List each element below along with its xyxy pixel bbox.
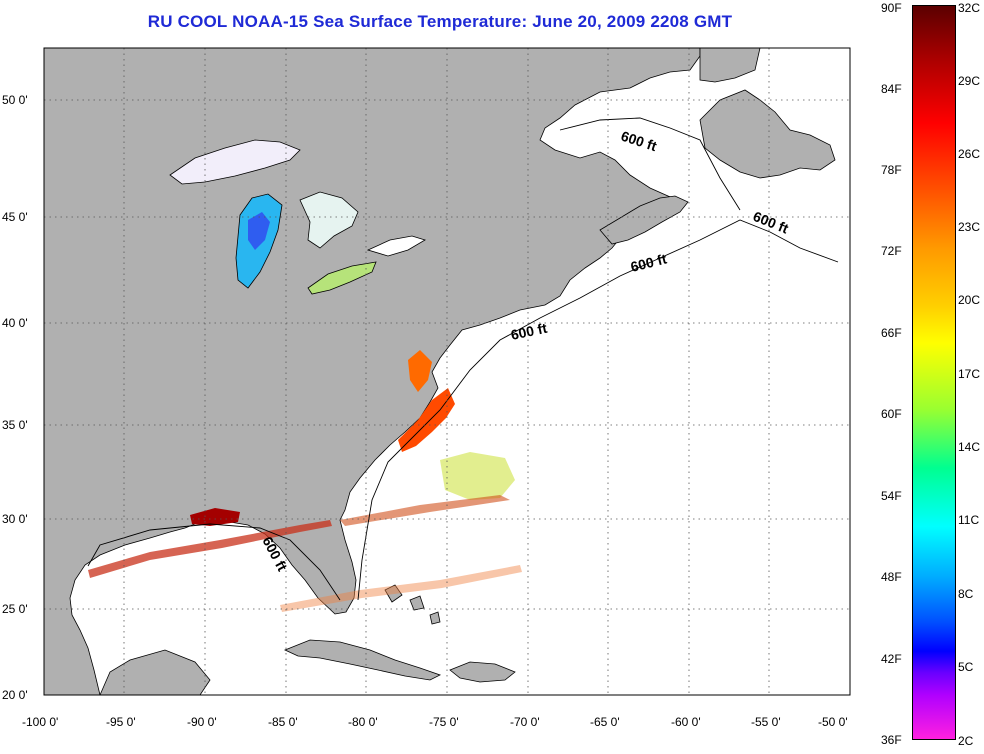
sst-map: 600 ft 600 ft 600 ft 600 ft 600 ft 50 0'… <box>2 47 851 729</box>
colorbar-c-label: 11C <box>958 513 980 527</box>
graticule-layer <box>44 48 850 695</box>
colorbar-f-label: 36F <box>881 733 902 747</box>
land-layer <box>43 47 836 696</box>
colorbar-f-label: 42F <box>881 652 902 666</box>
lon-label: -75 0' <box>429 715 459 729</box>
lon-label: -85 0' <box>268 715 298 729</box>
lat-label: 25 0' <box>2 602 28 616</box>
sst-offshore-green <box>440 452 515 500</box>
lake-michigan-core <box>248 212 270 250</box>
cuba-landmass <box>283 639 442 681</box>
bahamas-landmass <box>384 584 441 625</box>
colorbar-f-label: 84F <box>881 82 902 96</box>
colorbar-c-label: 29C <box>958 74 981 88</box>
sst-data-layer <box>88 350 522 612</box>
lat-label: 20 0' <box>2 688 28 702</box>
newfoundland-landmass <box>699 89 836 179</box>
sst-chesapeake-patch <box>408 350 432 392</box>
lake-huron <box>299 191 359 249</box>
sst-hatteras-patch <box>398 388 455 452</box>
lon-label: -80 0' <box>348 715 378 729</box>
depth-contour-gulf <box>87 523 341 601</box>
lat-label: 45 0' <box>2 210 28 224</box>
depth-contour-atlantic <box>357 219 839 601</box>
sst-gulf-band-1 <box>88 520 332 578</box>
lake-superior <box>169 139 301 185</box>
lon-label: -50 0' <box>818 715 848 729</box>
lat-label: 50 0' <box>2 93 28 107</box>
lon-label: -70 0' <box>510 715 540 729</box>
lon-label: -90 0' <box>187 715 217 729</box>
longitude-labels: -100 0' -95 0' -90 0' -85 0' -80 0' -75 … <box>22 715 848 729</box>
lon-label: -65 0' <box>590 715 620 729</box>
colorbar-c-label: 23C <box>958 220 981 234</box>
lake-erie <box>307 261 377 295</box>
north-america-landmass <box>43 47 701 696</box>
temperature-colorbar <box>912 5 956 740</box>
lon-label: -95 0' <box>106 715 136 729</box>
colorbar-f-label: 66F <box>881 326 902 340</box>
colorbar-c-label: 26C <box>958 147 981 161</box>
colorbar-f-label: 72F <box>881 244 902 258</box>
map-frame <box>43 47 851 696</box>
contour-label: 600 ft <box>509 320 548 343</box>
colorbar-c-label: 5C <box>958 660 974 674</box>
colorbar-c-label: 32C <box>958 1 981 15</box>
lon-label: -55 0' <box>751 715 781 729</box>
hispaniola-landmass <box>449 661 516 683</box>
depth-contour-layer <box>87 117 839 601</box>
colorbar-f-label: 78F <box>881 163 902 177</box>
colorbar-f-label: 60F <box>881 407 902 421</box>
lake-ontario <box>366 235 426 257</box>
colorbar-f-label: 48F <box>881 570 902 584</box>
sst-atlantic-band <box>280 565 522 612</box>
lat-label: 30 0' <box>2 512 28 526</box>
colorbar-c-label: 14C <box>958 440 981 454</box>
depth-contour-north <box>559 117 741 211</box>
yucatan-landmass <box>99 649 211 696</box>
map-title: RU COOL NOAA-15 Sea Surface Temperature:… <box>147 12 733 31</box>
great-lakes-layer <box>169 139 426 295</box>
sst-gulf-band-2 <box>340 495 510 526</box>
lat-label: 35 0' <box>2 418 28 432</box>
lon-label: -100 0' <box>22 715 58 729</box>
sst-gulf-north <box>190 508 240 526</box>
colorbar-c-label: 8C <box>958 587 974 601</box>
colorbar-c-label: 2C <box>958 734 974 748</box>
colorbar-c-label: 20C <box>958 293 981 307</box>
lon-label: -60 0' <box>671 715 701 729</box>
lat-label: 40 0' <box>2 316 28 330</box>
colorbar-f-label: 90F <box>881 1 902 15</box>
nova-scotia-landmass <box>599 195 689 245</box>
latitude-labels: 50 0' 45 0' 40 0' 35 0' 30 0' 25 0' 20 0… <box>2 93 28 702</box>
colorbar-f-label: 54F <box>881 489 902 503</box>
colorbar-c-label: 17C <box>958 367 981 381</box>
